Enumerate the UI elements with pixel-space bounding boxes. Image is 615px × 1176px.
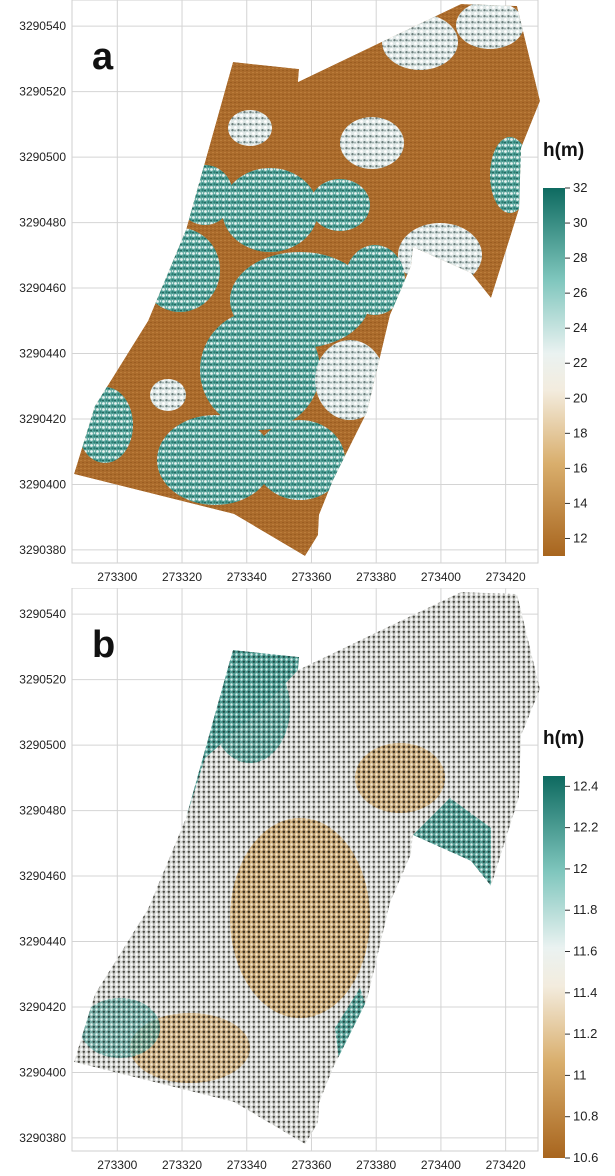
colorbar-tick-label: 22 xyxy=(573,355,587,370)
colorbar-ticks-a: 12 14 16 18 20 22 24 26 28 30 32 xyxy=(565,180,587,545)
colorbar-tick-label: 26 xyxy=(573,285,587,300)
x-tick-label: 273420 xyxy=(486,1158,526,1172)
colorbar-tick-label: 30 xyxy=(573,215,587,230)
plot-frame xyxy=(71,588,539,1152)
colorbar-tick-label: 11.4 xyxy=(573,985,597,1000)
ticks-b: 3290380 3290400 3290420 3290440 3290460 32904… xyxy=(19,607,526,1172)
x-tick-label: 273360 xyxy=(291,570,331,584)
y-tick-label: 3290520 xyxy=(19,85,66,99)
x-tick-label: 273300 xyxy=(97,570,137,584)
colorbar-tick-label: 24 xyxy=(573,320,587,335)
x-tick-label: 273380 xyxy=(356,570,396,584)
y-tick-label: 3290460 xyxy=(19,869,66,883)
y-tick-label: 3290480 xyxy=(19,216,66,230)
colorbar-tick-label: 10.8 xyxy=(573,1109,598,1124)
x-tick-label: 273400 xyxy=(421,570,461,584)
x-tick-label: 273360 xyxy=(291,1158,331,1172)
y-tick-label: 3290460 xyxy=(19,281,66,295)
colorbar-tick-label: 28 xyxy=(573,250,587,265)
colorbar-title-b: h(m) xyxy=(543,728,585,749)
colorbar-tick-label: 11.6 xyxy=(573,944,597,959)
y-tick-label: 3290540 xyxy=(19,607,66,621)
colorbar-tick-label: 12.4 xyxy=(573,778,598,793)
colorbar-tick-label: 14 xyxy=(573,495,587,510)
map-b-svg: 3290380 3290400 3290420 3290440 3290460 32904… xyxy=(19,588,598,1172)
y-tick-label: 3290400 xyxy=(19,1065,66,1079)
panel-label-b: b xyxy=(92,624,116,666)
tree-crowns-a xyxy=(77,4,530,505)
x-tick-label: 273380 xyxy=(356,1158,396,1172)
y-tick-label: 3290500 xyxy=(19,150,66,164)
terrain-zones-b xyxy=(80,618,510,1083)
y-tick-label: 3290540 xyxy=(19,19,66,33)
colorbar-tick-label: 12.2 xyxy=(573,820,598,835)
panel-b: 3290380 3290400 3290420 3290440 3290460 32904… xyxy=(0,588,615,1176)
colorbar-a xyxy=(543,188,565,556)
y-tick-label: 3290500 xyxy=(19,738,66,752)
colorbar-tick-label: 10.6 xyxy=(573,1150,598,1165)
map-footprint-a xyxy=(74,4,540,556)
map-a-svg: 3290380 3290400 3290420 3290440 3290460 32904… xyxy=(19,0,587,584)
colorbar-tick-label: 32 xyxy=(573,180,587,195)
colorbar-tick-label: 11 xyxy=(573,1067,587,1082)
y-tick-label: 3290520 xyxy=(19,673,66,687)
map-footprint-b xyxy=(74,592,540,1144)
colorbar-title-a: h(m) xyxy=(543,140,585,161)
x-tick-label: 273420 xyxy=(486,570,526,584)
x-tick-label: 273340 xyxy=(227,1158,267,1172)
panel-label-a: a xyxy=(92,36,114,78)
colorbar-tick-label: 20 xyxy=(573,390,587,405)
colorbar-ticks-b: 10.6 10.8 11 11.2 11.4 11.6 11.8 12 12.2 12.4 xyxy=(565,778,598,1165)
y-tick-label: 3290420 xyxy=(19,412,66,426)
colorbar-tick-label: 12 xyxy=(573,861,587,876)
y-tick-label: 3290380 xyxy=(19,543,66,557)
x-tick-label: 273400 xyxy=(421,1158,461,1172)
x-tick-label: 273300 xyxy=(97,1158,137,1172)
colorbar-tick-label: 16 xyxy=(573,460,587,475)
colorbar-tick-label: 11.8 xyxy=(573,902,597,917)
y-tick-label: 3290440 xyxy=(19,347,66,361)
colorbar-b xyxy=(543,776,565,1158)
y-tick-label: 3290400 xyxy=(19,477,66,491)
y-tick-label: 3290420 xyxy=(19,1000,66,1014)
panel-a: 3290380 3290400 3290420 3290440 3290460 32904… xyxy=(19,0,587,584)
plot-frame xyxy=(71,0,539,564)
y-tick-label: 3290440 xyxy=(19,935,66,949)
ticks-a: 3290380 3290400 3290420 3290440 3290460 32904… xyxy=(19,19,526,584)
y-tick-label: 3290380 xyxy=(19,1131,66,1145)
x-tick-label: 273320 xyxy=(162,1158,202,1172)
y-tick-label: 3290480 xyxy=(19,804,66,818)
colorbar-tick-label: 18 xyxy=(573,425,587,440)
x-tick-label: 273320 xyxy=(162,570,202,584)
colorbar-tick-label: 12 xyxy=(573,530,587,545)
colorbar-tick-label: 11.2 xyxy=(573,1026,597,1041)
x-tick-label: 273340 xyxy=(227,570,267,584)
